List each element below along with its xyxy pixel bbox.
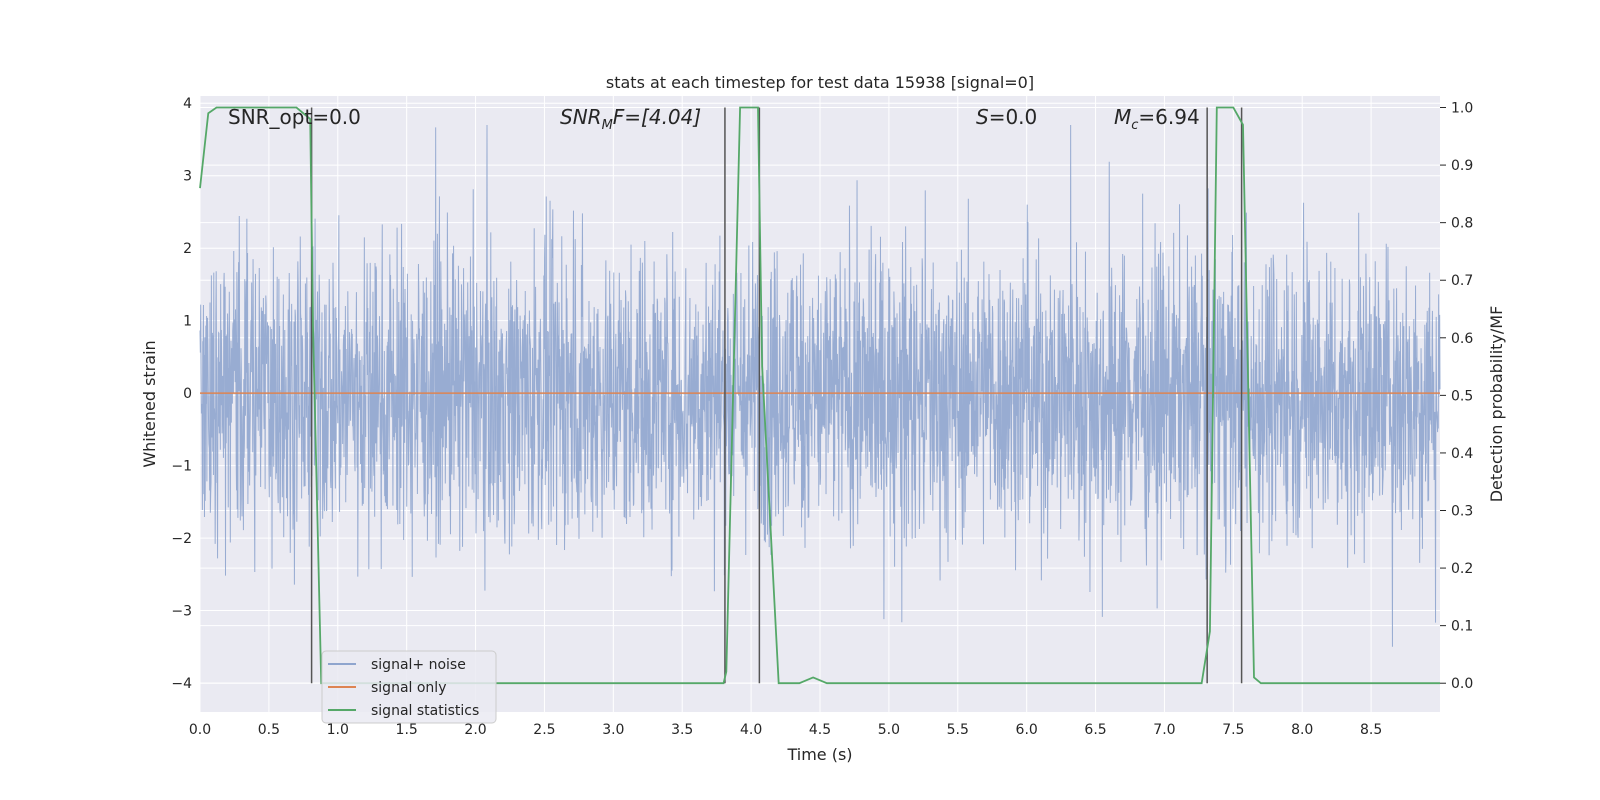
annotation-snr-mf: SNRMF=[4.04] xyxy=(560,105,701,133)
x-tick-label: 0.0 xyxy=(189,722,211,738)
annotation-s: S=0.0 xyxy=(976,105,1037,129)
y2-tick-label: 0.3 xyxy=(1451,504,1473,520)
y-tick-label: 3 xyxy=(183,169,192,185)
y2-tick-label: 0.1 xyxy=(1451,619,1473,635)
x-tick-label: 7.5 xyxy=(1222,722,1244,738)
y2-tick-label: 0.5 xyxy=(1451,388,1473,404)
x-axis-label: Time (s) xyxy=(786,745,852,764)
y2-tick-label: 0.6 xyxy=(1451,331,1473,347)
legend-label-signal-only: signal only xyxy=(371,680,446,696)
x-tick-label: 4.0 xyxy=(740,722,762,738)
y2-tick-label: 0.0 xyxy=(1451,676,1473,692)
y2-tick-label: 0.2 xyxy=(1451,561,1473,577)
x-tick-label: 8.0 xyxy=(1291,722,1313,738)
x-tick-label: 3.5 xyxy=(671,722,693,738)
x-tick-label: 8.5 xyxy=(1360,722,1382,738)
y-tick-label: 2 xyxy=(183,241,192,257)
y2-tick-label: 0.9 xyxy=(1451,158,1473,174)
x-tick-label: 0.5 xyxy=(258,722,280,738)
x-tick-label: 5.5 xyxy=(947,722,969,738)
y-tick-label: 0 xyxy=(183,386,192,402)
annotation-mc: Mc=6.94 xyxy=(1114,105,1200,133)
y-tick-label: 4 xyxy=(183,96,192,112)
x-tick-label: 4.5 xyxy=(809,722,831,738)
series-signal-noise xyxy=(199,124,1441,647)
y-tick-label: −2 xyxy=(171,531,192,547)
chart-title: stats at each timestep for test data 159… xyxy=(606,73,1034,92)
x-tick-label: 7.0 xyxy=(1153,722,1175,738)
legend-label-signal-statistics: signal statistics xyxy=(371,703,479,719)
x-tick-label: 5.0 xyxy=(878,722,900,738)
x-tick-label: 6.0 xyxy=(1016,722,1038,738)
legend-box xyxy=(321,650,497,724)
x-tick-label: 1.0 xyxy=(327,722,349,738)
y-axis-ticks: 4 3 2 1 0 −1 −2 −3 −4 xyxy=(171,96,192,692)
y2-axis-ticks: 1.0 0.9 0.8 0.7 0.6 0.5 0.4 0.3 0.2 0.1 0.0 xyxy=(1440,101,1473,692)
x-tick-label: 3.0 xyxy=(602,722,624,738)
y-tick-label: −1 xyxy=(171,459,192,475)
y2-tick-label: 0.8 xyxy=(1451,216,1473,232)
y-tick-label: 1 xyxy=(183,314,192,330)
series-signal-statistics xyxy=(199,106,1440,685)
y-tick-label: −3 xyxy=(171,604,192,620)
y2-tick-label: 1.0 xyxy=(1451,101,1473,117)
x-tick-label: 6.5 xyxy=(1084,722,1106,738)
y2-tick-label: 0.4 xyxy=(1451,446,1473,462)
x-tick-label: 1.5 xyxy=(396,722,418,738)
signal-noise-line xyxy=(199,124,1441,647)
y2-axis-label: Detection probability/MF xyxy=(1487,306,1506,503)
y2-tick-label: 0.7 xyxy=(1451,273,1473,289)
legend-label-signal-noise: signal+ noise xyxy=(371,657,466,673)
signal-statistics-line xyxy=(199,106,1440,685)
y-axis-label: Whitened strain xyxy=(140,340,159,467)
y-tick-label: −4 xyxy=(171,676,192,692)
x-tick-label: 2.0 xyxy=(464,722,486,738)
legend: signal+ noise signal only signal statist… xyxy=(321,650,497,724)
x-axis-ticks: 0.0 0.5 1.0 1.5 2.0 2.5 3.0 3.5 4.0 4.5 5.0 5.5 6.0 6… xyxy=(189,722,1382,738)
annotation-snr-opt: SNR_opt=0.0 xyxy=(228,105,361,129)
x-tick-label: 2.5 xyxy=(533,722,555,738)
